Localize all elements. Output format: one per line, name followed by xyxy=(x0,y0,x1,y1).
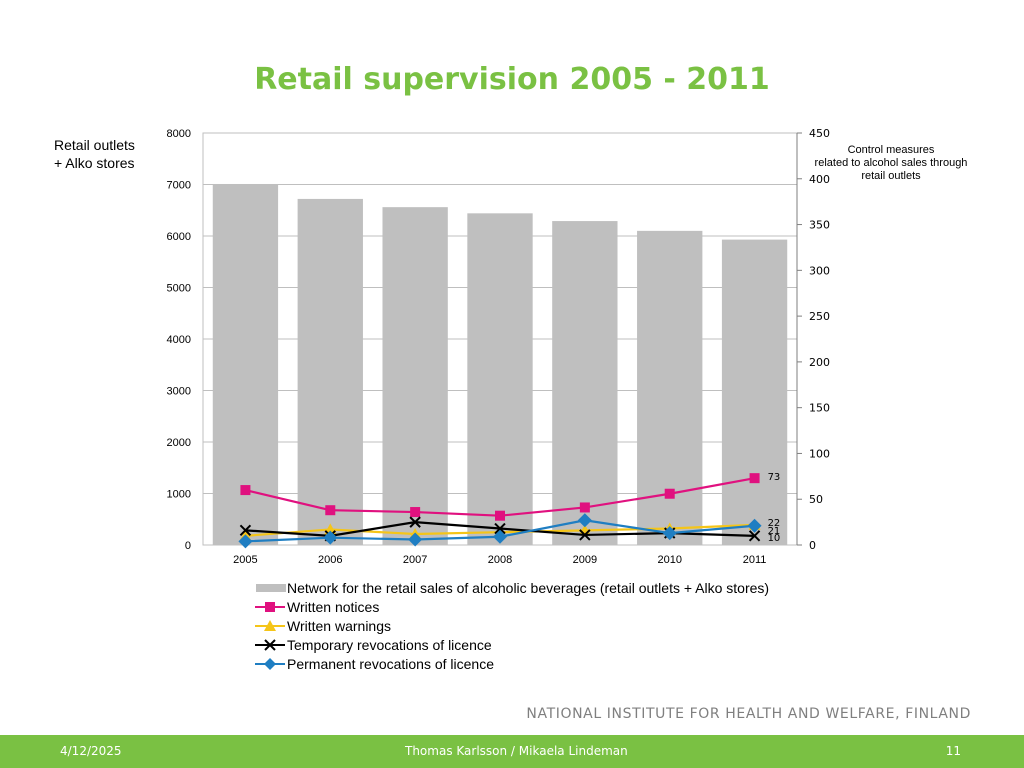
legend-item-written-warnings: Written warnings xyxy=(254,616,769,635)
left-tick-label-4000: 4000 xyxy=(167,334,191,346)
footer-bar: 4/12/2025 Thomas Karlsson / Mikaela Lind… xyxy=(0,735,1024,768)
bar-2006 xyxy=(297,198,363,546)
legend-swatch-written-warnings xyxy=(255,619,285,631)
x-tick-label-2008: 2008 xyxy=(488,554,512,566)
right-tick-label-300: 300 xyxy=(809,264,830,277)
legend-item-written-notices: Written notices xyxy=(254,597,769,616)
point-permanent-revocations-2006 xyxy=(323,530,338,545)
left-tick-label-6000: 6000 xyxy=(167,231,191,243)
left-tick-label-2000: 2000 xyxy=(167,437,191,449)
right-tick-label-150: 150 xyxy=(809,402,830,415)
data-label-temporary-revocations-2011: 10 xyxy=(768,533,781,544)
left-tick-label-3000: 3000 xyxy=(167,386,191,398)
x-tick-label-2005: 2005 xyxy=(233,554,257,566)
left-tick-label-7000: 7000 xyxy=(167,180,191,192)
right-tick-label-400: 400 xyxy=(809,173,830,186)
right-tick-label-100: 100 xyxy=(809,447,830,460)
legend-swatch-permanent-revocations xyxy=(255,657,285,670)
right-tick-label-50: 50 xyxy=(809,493,823,506)
right-tick-label-200: 200 xyxy=(809,356,830,369)
right-tick-label-450: 450 xyxy=(809,127,830,140)
x-tick-label-2006: 2006 xyxy=(318,554,342,566)
left-tick-label-0: 0 xyxy=(185,540,191,552)
right-axis-title: Control measures related to alcohol sale… xyxy=(814,144,968,182)
point-written-notices-2008 xyxy=(495,510,505,521)
x-tick-label-2010: 2010 xyxy=(657,554,681,566)
right-tick-label-350: 350 xyxy=(809,219,830,232)
data-label-written-notices-2011: 73 xyxy=(768,472,781,483)
data-label-permanent-revocations-2011: 21 xyxy=(768,526,781,537)
point-permanent-revocations-2007 xyxy=(408,532,423,547)
bar-2009 xyxy=(552,221,618,545)
legend-item-temporary-revocations: Temporary revocations of licence xyxy=(254,635,769,654)
combo-chart: 0 1000 2000 3000 4000 5000 6000 7000 8000 0 50 100 1… xyxy=(167,127,830,566)
point-temporary-revocations-2009 xyxy=(579,529,591,541)
legend-swatch-written-notices xyxy=(255,601,285,612)
legend-label-written-warnings: Written warnings xyxy=(287,617,392,634)
legend-swatch-temporary-revocations xyxy=(255,638,285,651)
point-permanent-revocations-2008 xyxy=(493,529,507,544)
point-temporary-revocations-2007 xyxy=(409,516,421,528)
legend-label-network: Network for the retail sales of alcoholi… xyxy=(287,579,770,596)
bar-2008 xyxy=(467,213,533,545)
legend-label-written-notices: Written notices xyxy=(287,598,380,615)
x-tick-label-2007: 2007 xyxy=(403,554,427,566)
point-written-notices-2011 xyxy=(749,473,760,484)
left-tick-label-5000: 5000 xyxy=(167,283,191,295)
chart-legend: Network for the retail sales of alcoholi… xyxy=(254,578,769,673)
point-permanent-revocations-2005 xyxy=(238,534,253,549)
legend-item-permanent-revocations: Permanent revocations of licence xyxy=(254,654,769,673)
bar-2007 xyxy=(382,207,448,545)
left-tick-label-8000: 8000 xyxy=(167,128,191,140)
point-permanent-revocations-2009 xyxy=(577,513,592,528)
legend-label-permanent-revocations: Permanent revocations of licence xyxy=(287,655,494,672)
left-tick-label-1000: 1000 xyxy=(167,489,191,501)
legend-item-network: Network for the retail sales of alcoholi… xyxy=(254,578,769,597)
page-number: 11 xyxy=(945,744,961,758)
footer-authors: Thomas Karlsson / Mikaela Lindeman xyxy=(405,744,628,758)
point-permanent-revocations-2010 xyxy=(662,526,677,541)
institute-name: NATIONAL INSTITUTE FOR HEALTH AND WELFAR… xyxy=(526,706,971,722)
legend-label-temporary-revocations: Temporary revocations of licence xyxy=(287,636,492,653)
footer-date: 4/12/2025 xyxy=(60,744,122,758)
slide-title: Retail supervision 2005 - 2011 xyxy=(254,62,770,97)
point-temporary-revocations-2008 xyxy=(494,522,506,535)
point-written-notices-2010 xyxy=(664,488,675,499)
left-axis-title: Retail outlets + Alko stores xyxy=(54,137,135,171)
x-tick-label-2009: 2009 xyxy=(573,554,597,566)
legend-swatch-network xyxy=(256,583,286,592)
point-permanent-revocations-2011 xyxy=(747,518,762,533)
bar-2011 xyxy=(721,239,788,546)
point-written-notices-2009 xyxy=(579,502,590,513)
point-written-notices-2006 xyxy=(325,505,336,516)
bar-2005 xyxy=(212,183,279,546)
point-written-notices-2007 xyxy=(410,507,421,518)
right-tick-label-0: 0 xyxy=(809,539,816,552)
point-temporary-revocations-2011 xyxy=(748,530,761,542)
point-temporary-revocations-2005 xyxy=(239,524,252,537)
data-label-written-warnings-2011: 22 xyxy=(768,518,781,529)
x-tick-label-2011: 2011 xyxy=(743,554,767,566)
point-written-notices-2005 xyxy=(240,485,251,496)
right-tick-label-250: 250 xyxy=(809,310,830,323)
